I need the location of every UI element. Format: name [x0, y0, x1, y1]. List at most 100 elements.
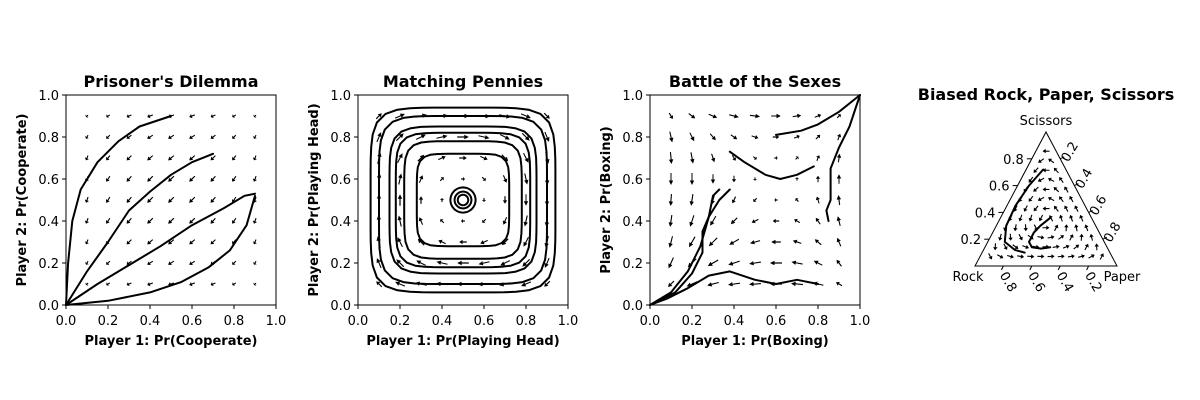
vector-arrow [815, 175, 821, 183]
vector-arrow [836, 281, 843, 287]
vector-arrow [85, 114, 89, 118]
vector-arrow [440, 219, 445, 224]
vector-arrow [501, 154, 509, 162]
vector-arrow [711, 153, 716, 163]
vector-arrow [1042, 148, 1050, 154]
vector-arrow [794, 134, 800, 139]
vector-arrow [1074, 205, 1079, 212]
trajectory-line [649, 188, 731, 306]
vector-arrow [459, 155, 467, 161]
vector-arrow [1042, 225, 1050, 230]
vector-arrow [749, 281, 761, 287]
vector-arrow [502, 175, 508, 183]
vector-arrow [147, 260, 154, 265]
vector-arrow [252, 155, 257, 161]
vector-arrow [794, 218, 801, 224]
vector-arrow [126, 217, 132, 224]
vector-arrow [1074, 224, 1079, 232]
trajectory-line [825, 94, 861, 222]
vector-arrow [210, 282, 216, 287]
y-tick-label: 1.0 [330, 89, 351, 104]
vector-arrow [168, 239, 175, 245]
vector-arrow [544, 131, 550, 142]
vector-arrow [85, 134, 89, 139]
vector-arrow [836, 237, 842, 247]
vector-arrow [147, 282, 153, 287]
vector-arrow [252, 239, 257, 245]
vector-arrow [210, 155, 216, 161]
vector-arrow [417, 238, 425, 246]
vector-arrow [398, 173, 403, 185]
x-tick-label: 0.0 [348, 314, 369, 329]
vector-arrow [106, 175, 111, 182]
trajectory-line [1003, 168, 1045, 254]
right-tick-label: 0.6 [1087, 193, 1110, 218]
y-tick-label: 0.4 [330, 215, 351, 230]
x-tick-label: 0.6 [474, 314, 495, 329]
vector-arrow [1053, 187, 1060, 193]
vector-arrow [1048, 158, 1055, 164]
vector-arrow [168, 260, 175, 265]
vector-arrow [1057, 254, 1065, 259]
vector-arrow [1037, 254, 1045, 259]
vector-arrow [232, 114, 237, 118]
vector-arrow [1017, 254, 1025, 259]
x-axis-label: Player 1: Pr(Cooperate) [85, 334, 258, 349]
vector-arrow [1073, 244, 1080, 250]
vector-arrow [436, 134, 448, 139]
cycle-line [369, 106, 557, 294]
vector-arrow [232, 134, 237, 139]
vector-arrow [1079, 233, 1084, 241]
battle-of-the-sexes-panel: Battle of the Sexes Player 1: Pr(Boxing)… [599, 72, 870, 349]
vector-arrow [1023, 224, 1028, 232]
y-tick-label: 0.2 [622, 257, 643, 272]
vector-arrow [1023, 205, 1028, 212]
right-tick-label: 0.8 [1101, 220, 1124, 245]
vector-arrow [1003, 243, 1008, 250]
corner-label-paper: Paper [1104, 270, 1141, 285]
trajectory-line [775, 94, 861, 136]
vector-arrow [668, 152, 674, 164]
left-tick-label: 0.6 [989, 180, 1010, 195]
vector-arrow [126, 260, 132, 265]
vector-arrow [482, 218, 487, 223]
cycle-line [456, 193, 470, 207]
vector-arrow [1062, 244, 1070, 249]
vector-arrow [416, 260, 427, 266]
vector-arrow [168, 196, 175, 203]
y-tick-label: 0.4 [622, 215, 643, 230]
vector-arrow [795, 198, 799, 202]
vector-arrow [1042, 187, 1050, 192]
vector-arrow [730, 217, 738, 225]
vector-arrow [791, 260, 803, 265]
vector-arrow [669, 131, 674, 143]
vector-arrow [993, 243, 998, 251]
vector-arrow [728, 282, 740, 287]
vector-arrow [457, 260, 469, 266]
vector-arrow [668, 215, 673, 227]
vector-arrow [1094, 243, 1099, 251]
vector-arrow [730, 134, 738, 140]
vector-arrow [1007, 254, 1014, 259]
y-tick-label: 1.0 [38, 89, 59, 104]
bottom-tick-mark [1057, 265, 1061, 271]
vector-arrow [478, 135, 490, 140]
trajectory-line [649, 188, 721, 306]
left-tick-label: 0.4 [975, 206, 996, 221]
y-axis-label: Player 2: Pr(Playing Head) [307, 103, 322, 296]
vector-arrow [1079, 214, 1084, 222]
vector-arrow [499, 134, 510, 140]
x-tick-label: 0.0 [56, 314, 77, 329]
trajectories [649, 94, 861, 306]
vector-arrow [524, 173, 529, 185]
vector-arrow [1038, 214, 1044, 222]
vector-arrow [689, 215, 695, 227]
vector-arrow [418, 196, 424, 204]
vector-arrow [988, 253, 993, 260]
y-tick-label: 0.6 [38, 173, 59, 188]
vector-arrow [731, 175, 737, 183]
vector-arrow [1069, 195, 1074, 203]
vector-arrow [106, 282, 111, 286]
vector-arrow [708, 113, 718, 119]
vector-arrow [189, 114, 195, 119]
